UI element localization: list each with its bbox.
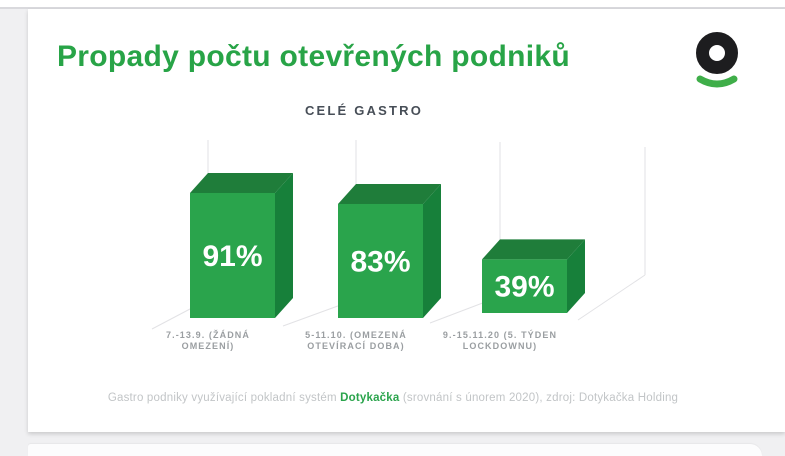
next-slide-card-edge: [28, 444, 762, 456]
axis-label: 7.-13.9. (ŽÁDNÁ OMEZENÍ): [133, 330, 283, 351]
source-note: Gastro podniky využívající pokladní syst…: [88, 392, 698, 404]
axis-label-line: OMEZENÍ): [181, 340, 235, 351]
axis-label: 5-11.10. (OMEZENÁ OTEVÍRACÍ DOBA): [281, 330, 431, 351]
axis-label-line: 7.-13.9. (ŽÁDNÁ: [165, 330, 250, 340]
logo-smile: [696, 75, 738, 88]
axis-label-line: 5-11.10. (OMEZENÁ: [305, 330, 407, 340]
source-note-text: (srovnání s únorem 2020), zdroj: Dotykač…: [399, 392, 679, 404]
chart-title: CELÉ GASTRO: [304, 103, 424, 118]
logo-ring: [696, 32, 738, 74]
source-note-text: Gastro podniky využívající pokladní syst…: [107, 392, 341, 404]
brand-name: Dotykačka: [340, 392, 400, 404]
axis-label: 9.-15.11.20 (5. TÝDEN LOCKDOWNU): [425, 330, 575, 351]
axis-label-line: 9.-15.11.20 (5. TÝDEN: [442, 330, 558, 340]
dotykacka-logo-icon: [696, 32, 738, 88]
viewer-top-edge: [0, 0, 785, 9]
axis-label-line: LOCKDOWNU): [462, 340, 538, 351]
axis-label-line: OTEVÍRACÍ DOBA): [307, 340, 405, 351]
page-title: Propady počtu otevřených podniků: [57, 40, 570, 73]
